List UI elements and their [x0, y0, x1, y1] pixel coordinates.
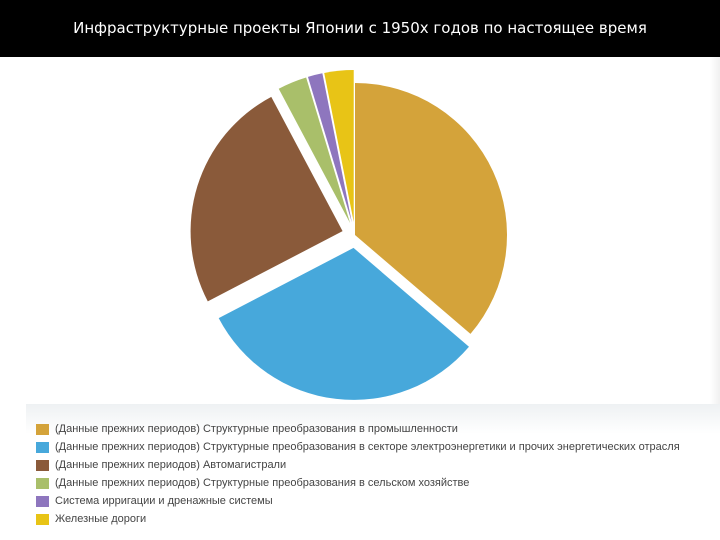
page-title: Инфраструктурные проекты Японии с 1950х … [73, 19, 647, 37]
legend-item-6: Железные дороги [36, 510, 680, 528]
legend-item-5: Система ирригации и дренажные системы [36, 492, 680, 510]
right-edge-shade [710, 57, 720, 540]
legend-item-3: (Данные прежних периодов) Автомагистрали [36, 456, 680, 474]
legend-item-4: (Данные прежних периодов) Структурные пр… [36, 474, 680, 492]
legend-swatch [36, 495, 49, 507]
pie-slice-2 [218, 247, 469, 400]
legend-swatch [36, 477, 49, 489]
legend-label: Система ирригации и дренажные системы [55, 495, 273, 507]
pie-slice-5 [307, 73, 352, 223]
legend-swatch [36, 513, 49, 525]
legend: (Данные прежних периодов) Структурные пр… [36, 420, 680, 528]
title-bar [0, 0, 720, 57]
legend-label: (Данные прежних периодов) Структурные пр… [55, 441, 680, 453]
legend-item-2: (Данные прежних периодов) Структурные пр… [36, 438, 680, 456]
pie-slice-4 [278, 77, 351, 223]
legend-label: (Данные прежних периодов) Автомагистрали [55, 459, 287, 471]
legend-swatch [36, 441, 49, 453]
legend-swatch [36, 423, 49, 435]
pie-slice-6 [324, 70, 354, 223]
pie-slice-3 [190, 96, 343, 302]
legend-label: (Данные прежних периодов) Структурные пр… [55, 423, 458, 435]
legend-swatch [36, 459, 49, 471]
legend-item-1: (Данные прежних периодов) Структурные пр… [36, 420, 680, 438]
legend-panel [26, 404, 720, 540]
legend-label: Железные дороги [55, 513, 147, 525]
legend-label: (Данные прежних периодов) Структурные пр… [55, 477, 470, 489]
pie-slice-1 [355, 83, 507, 334]
